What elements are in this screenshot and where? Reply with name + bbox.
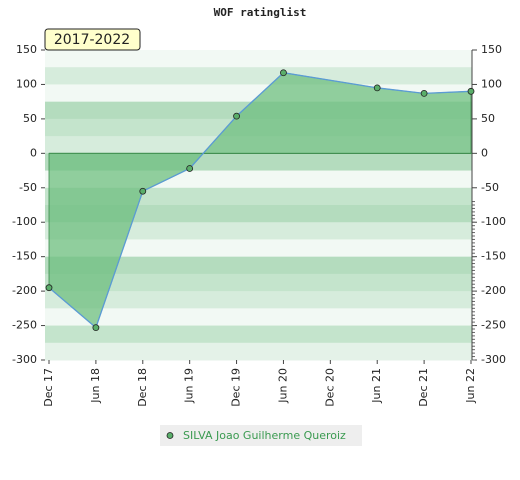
y-tick-label: 100 xyxy=(16,77,37,90)
y-tick-label: 0 xyxy=(30,146,37,159)
band xyxy=(45,342,472,361)
band xyxy=(45,291,472,309)
point xyxy=(233,112,240,120)
point xyxy=(280,69,287,77)
y2-tick-label: -250 xyxy=(481,319,506,332)
y2-tick-label: 100 xyxy=(481,77,502,90)
y2-tick-label: 0 xyxy=(481,146,488,159)
band xyxy=(45,67,472,85)
band xyxy=(45,325,472,344)
y2-tick-label: 50 xyxy=(481,112,495,125)
y-tick-label: -100 xyxy=(12,215,37,228)
point xyxy=(467,87,475,95)
band xyxy=(45,205,472,223)
point xyxy=(92,324,100,332)
y2-tick-label: -200 xyxy=(481,284,506,297)
legend-marker xyxy=(166,432,174,439)
x-tick-label: Dec 18 xyxy=(136,368,149,407)
band xyxy=(45,273,472,292)
band xyxy=(45,239,472,258)
x-tick-label: Dec 17 xyxy=(42,368,55,407)
period-box xyxy=(44,28,141,51)
y2-tick-label: -300 xyxy=(481,353,506,366)
legend-label: SILVA Joao Guilherme Queroiz xyxy=(183,429,346,442)
x-tick-label: Jun 22 xyxy=(464,368,477,404)
point xyxy=(186,165,194,172)
x-tick-label: Jun 19 xyxy=(183,368,196,404)
y-tick-label: 150 xyxy=(16,43,37,56)
y2-tick-label: -100 xyxy=(481,215,506,228)
y-tick-label: -250 xyxy=(12,319,37,332)
y2-tick-label: -50 xyxy=(481,181,499,194)
x-tick-label: Jun 20 xyxy=(276,368,289,404)
x-tick-label: Dec 19 xyxy=(230,368,243,407)
x-tick-label: Dec 20 xyxy=(323,368,336,407)
point xyxy=(420,90,428,97)
band xyxy=(45,187,472,206)
chart-title: WOF ratinglist xyxy=(214,6,307,19)
band xyxy=(45,308,472,327)
y-tick-label: 50 xyxy=(23,112,37,125)
x-tick-label: Jun 21 xyxy=(370,368,383,404)
y2-tick-label: 150 xyxy=(481,43,502,56)
band xyxy=(45,50,472,68)
legend xyxy=(160,425,362,446)
y-tick-label: -300 xyxy=(12,353,37,366)
y-tick-label: -150 xyxy=(12,250,37,263)
point xyxy=(373,84,381,92)
point xyxy=(139,187,147,195)
band xyxy=(45,256,472,275)
point xyxy=(45,284,53,292)
period-label: 2017-2022 xyxy=(54,32,130,48)
band xyxy=(45,222,472,240)
x-tick-label: Jun 18 xyxy=(89,368,102,404)
y-tick-label: -50 xyxy=(19,181,37,194)
y2-tick-label: -150 xyxy=(481,250,506,263)
y-tick-label: -200 xyxy=(12,284,37,297)
x-tick-label: Dec 21 xyxy=(417,368,430,407)
